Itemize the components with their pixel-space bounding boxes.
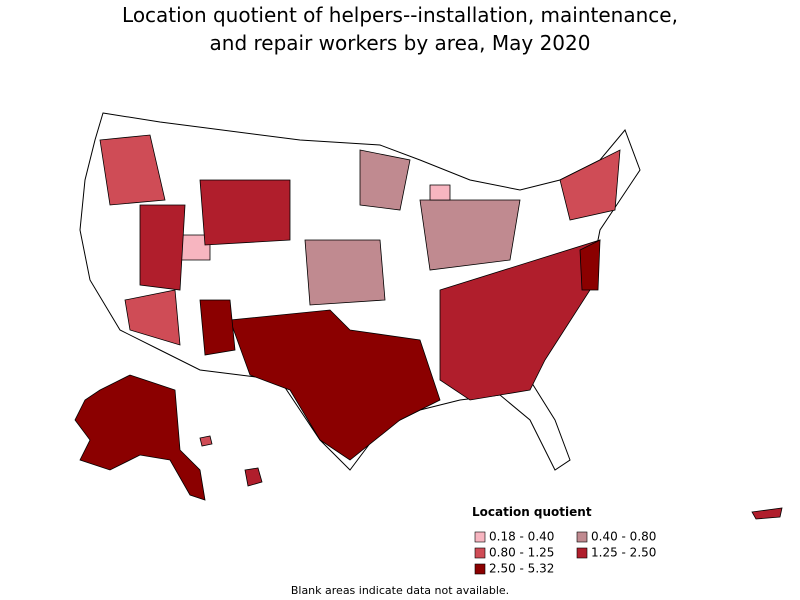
legend-label: 2.50 - 5.32 [489, 562, 554, 576]
legend-swatch [474, 531, 486, 543]
region [99, 134, 166, 206]
note: Blank areas indicate data not available. [291, 584, 509, 597]
region [429, 184, 451, 201]
legend-label: 1.25 - 2.50 [591, 546, 656, 560]
legend-swatch [576, 547, 588, 559]
region [199, 299, 236, 356]
region [419, 199, 521, 271]
puerto-rico [751, 507, 783, 520]
legend: Location quotient 0.18 - 0.40 0.40 - 0.80… [472, 505, 656, 576]
map [74, 112, 783, 520]
map-title-line-1: Location quotient of helpers--installati… [122, 3, 678, 27]
map-title-line-2: and repair workers by area, May 2020 [210, 31, 591, 55]
region [304, 239, 386, 306]
alaska [74, 374, 206, 501]
region [139, 204, 186, 291]
legend-label: 0.80 - 1.25 [489, 546, 554, 560]
legend-label: 0.18 - 0.40 [489, 530, 554, 544]
legend-title: Location quotient [472, 505, 592, 519]
region [229, 309, 441, 461]
hawaii [244, 467, 263, 487]
region [559, 149, 621, 221]
legend-swatch [576, 531, 588, 543]
hawaii [199, 435, 213, 447]
legend-swatch [474, 547, 486, 559]
region [199, 179, 291, 246]
region [579, 239, 601, 291]
region [124, 289, 181, 346]
legend-label: 0.40 - 0.80 [591, 530, 656, 544]
legend-swatch [474, 563, 486, 575]
region [359, 149, 411, 211]
